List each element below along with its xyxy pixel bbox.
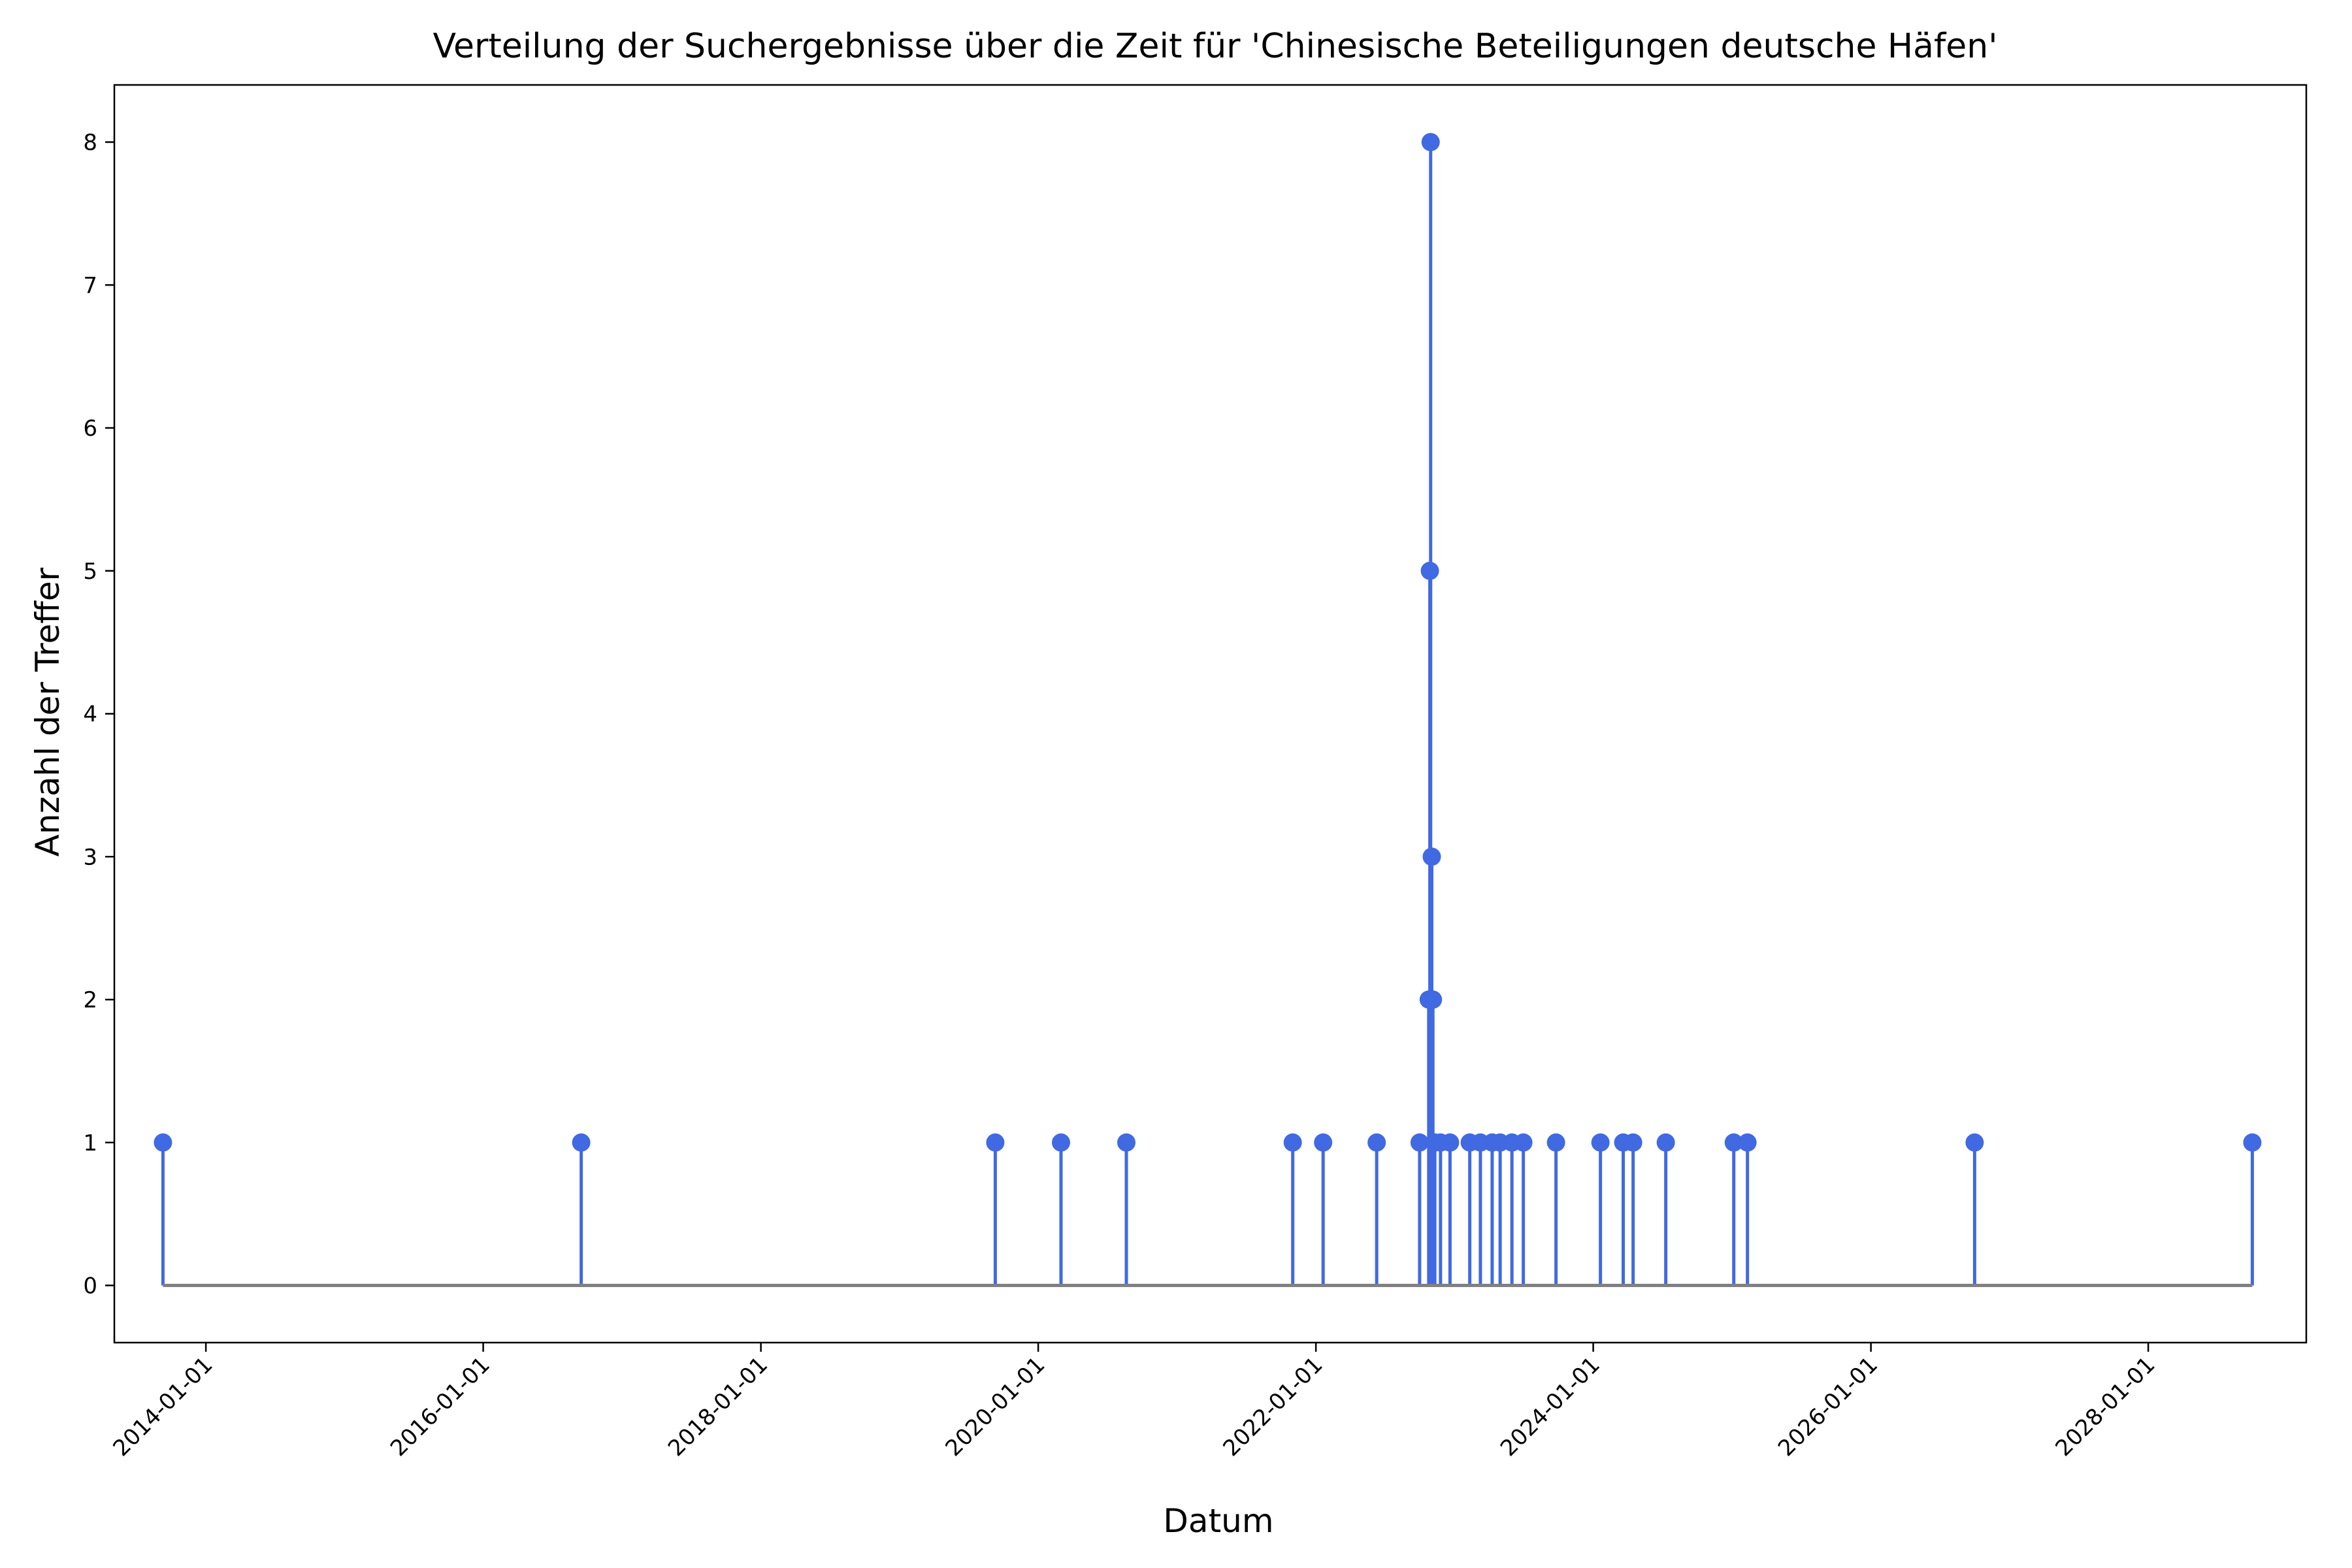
x-tick-label: 2020-01-01 (940, 1352, 1050, 1462)
stem-marker (1283, 1133, 1302, 1152)
stem-marker (1546, 1133, 1565, 1152)
x-tick-label: 2014-01-01 (108, 1352, 218, 1462)
stem-series (154, 133, 2262, 1287)
stem-marker (1422, 847, 1441, 866)
x-tick-label: 2016-01-01 (385, 1352, 495, 1462)
chart-title: Verteilung der Suchergebnisse über die Z… (433, 27, 1997, 66)
stem-marker (1367, 1133, 1386, 1152)
plot-area (113, 84, 2308, 1344)
y-tick-label: 8 (83, 130, 97, 156)
x-axis-title: Datum (1163, 1502, 1273, 1540)
y-tick-label: 5 (83, 559, 97, 585)
x-tick-label: 2022-01-01 (1218, 1352, 1328, 1462)
stem-marker (154, 1133, 172, 1152)
stem-marker (1514, 1133, 1533, 1152)
stem-marker (1591, 1133, 1610, 1152)
stem-marker (1738, 1133, 1757, 1152)
stem-marker (1724, 1133, 1743, 1152)
y-tick-label: 1 (83, 1130, 97, 1156)
stem-marker (1051, 1133, 1070, 1152)
stem-marker (1424, 990, 1443, 1009)
stem-marker (572, 1133, 591, 1152)
x-tick-label: 2028-01-01 (2050, 1352, 2160, 1462)
y-tick-label: 4 (83, 702, 97, 728)
stem-marker (1421, 133, 1440, 152)
y-axis-title: Anzahl der Treffer (29, 567, 67, 857)
x-tick-label: 2024-01-01 (1495, 1352, 1605, 1462)
stem-marker (1410, 1133, 1429, 1152)
stem-marker (1441, 1133, 1460, 1152)
x-tick-label: 2018-01-01 (663, 1352, 773, 1462)
plot-frame (113, 84, 2308, 1344)
y-tick-label: 6 (83, 416, 97, 442)
y-tick-label: 0 (83, 1273, 97, 1299)
stem-marker (1965, 1133, 1984, 1152)
x-tick-label: 2026-01-01 (1773, 1352, 1883, 1462)
y-axis: 0 1 2 3 4 5 6 7 8 (83, 130, 114, 1299)
stem-marker (1314, 1133, 1333, 1152)
stem-marker (986, 1133, 1005, 1152)
stem-marker (1420, 561, 1439, 580)
stem-marker (1624, 1133, 1642, 1152)
y-tick-label: 2 (83, 987, 97, 1013)
x-axis: 2014-01-01 2016-01-01 2018-01-01 2020-01-01… (108, 1343, 2160, 1462)
stem-marker (2243, 1133, 2262, 1152)
stem-marker (1117, 1133, 1135, 1152)
stem-marker (1656, 1133, 1675, 1152)
y-tick-label: 7 (83, 272, 97, 299)
y-tick-label: 3 (83, 844, 97, 870)
